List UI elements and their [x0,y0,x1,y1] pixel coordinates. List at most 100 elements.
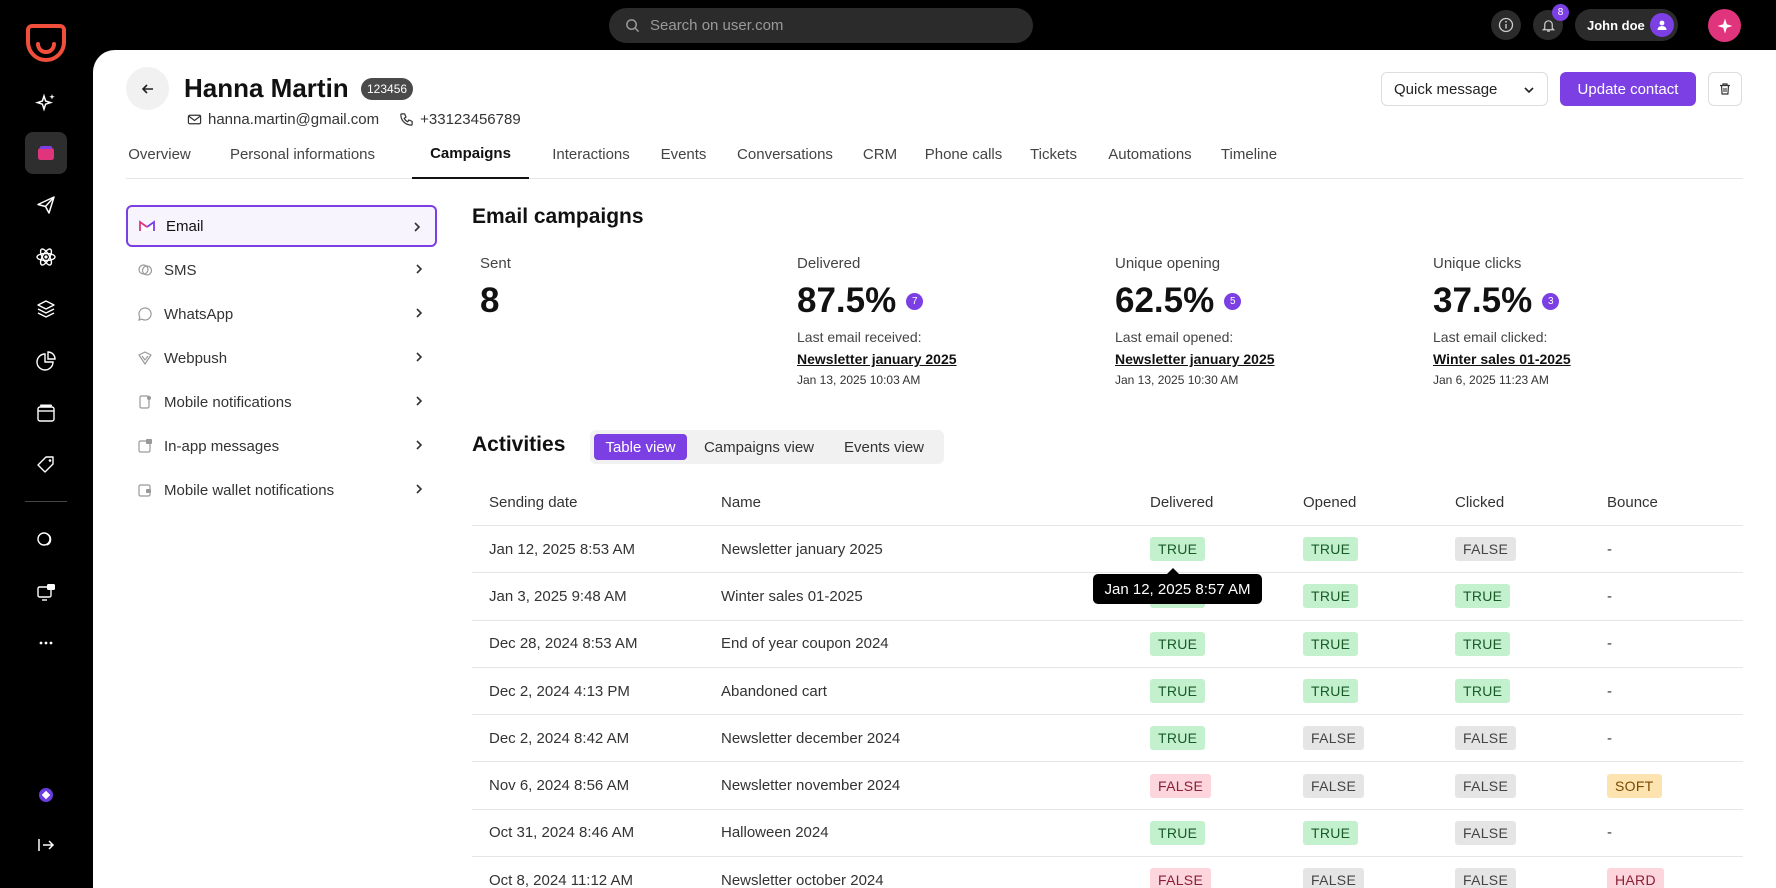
rail-conversations[interactable] [25,519,67,561]
cell-delivered: TRUE [1150,526,1206,572]
rail-ai[interactable] [25,82,67,124]
ai-assistant-button[interactable] [1708,9,1741,42]
status-badge[interactable]: TRUE [1150,820,1206,845]
email-campaigns-title: Email campaigns [472,205,644,228]
tab-campaigns[interactable]: Campaigns [412,130,529,179]
tab-crm[interactable]: CRM [862,146,898,163]
stat-last-campaign-link[interactable]: Newsletter january 2025 [1115,351,1275,367]
channel-email[interactable]: Email [126,205,437,247]
channel-webpush[interactable]: Webpush [126,337,437,379]
table-row[interactable]: Dec 2, 2024 4:13 PM Abandoned cart TRUE TRU… [472,668,1743,716]
tab-phone-calls[interactable]: Phone calls [924,146,1003,163]
status-badge: TRUE [1303,537,1359,562]
cell-name: Winter sales 01-2025 [721,573,863,619]
stat-label: Sent [480,255,511,272]
search-input[interactable]: Search on user.com [609,8,1033,43]
logo[interactable] [24,20,68,64]
column-header-sending-date[interactable]: Sending date [489,494,578,511]
channel-in-app-messages[interactable]: In-app messages [126,425,437,467]
cell-text: Dec 2, 2024 4:13 PM [489,682,630,700]
channel-mobile-notifications[interactable]: Mobile notifications [126,381,437,423]
status-badge[interactable]: TRUE [1150,679,1206,704]
column-header-opened[interactable]: Opened [1303,494,1357,511]
chevron-down-icon [1524,87,1534,94]
table-row[interactable]: Dec 2, 2024 8:42 AM Newsletter december 2… [472,715,1743,763]
tab-overview[interactable]: Overview [128,146,191,163]
cell-text: Newsletter january 2025 [721,540,883,558]
column-header-delivered[interactable]: Delivered [1150,494,1214,511]
stat-unique-clicks: Unique clicks 37.5% 3 Last email clicked:… [1433,255,1733,387]
chevron-right-icon [416,440,423,450]
chevron-right-icon [416,484,423,494]
cell-text: Winter sales 01-2025 [721,587,863,605]
tab-tickets[interactable]: Tickets [1030,146,1077,163]
rail-app-switcher[interactable] [25,774,67,816]
notifications-button[interactable]: 8 [1533,4,1569,40]
events-view-button[interactable]: Events view [843,438,925,456]
column-header-clicked[interactable]: Clicked [1455,494,1505,511]
rail-deals[interactable] [25,444,67,486]
tab-interactions[interactable]: Interactions [552,146,630,163]
rail-content[interactable] [25,392,67,434]
channel-sms[interactable]: SMS [126,249,437,291]
rail-campaigns[interactable] [25,184,67,226]
contact-name: Hanna Martin [184,73,349,103]
cell-bounce: - [1607,573,1612,619]
activities-table: Sending date Name Delivered Opened Click… [472,480,1743,888]
contact-phone[interactable]: +33123456789 [420,111,521,128]
rail-support[interactable] [25,571,67,613]
table-body: Jan 12, 2025 8:53 AM Newsletter january 2… [472,526,1743,888]
rail-layers[interactable] [25,288,67,330]
rail-automation[interactable] [25,236,67,278]
rail-logout[interactable] [25,824,67,866]
cell-text: - [1607,729,1612,747]
stat-last-campaign-link[interactable]: Winter sales 01-2025 [1433,351,1571,367]
user-menu[interactable]: John doe [1575,9,1678,41]
rail-contacts[interactable] [25,132,67,174]
tab-personal-informations[interactable]: Personal informations [229,146,376,163]
table-row[interactable]: Jan 12, 2025 8:53 AM Newsletter january 2… [472,526,1743,574]
tab-timeline[interactable]: Timeline [1220,146,1278,163]
stat-label: Unique opening [1115,255,1221,272]
column-header-name[interactable]: Name [721,494,762,511]
contact-email[interactable]: hanna.martin@gmail.com [208,111,380,128]
status-badge[interactable]: FALSE [1150,868,1212,888]
column-header-bounce[interactable]: Bounce [1607,494,1658,511]
tab-events[interactable]: Events [660,146,707,163]
stat-last-date: Jan 13, 2025 10:30 AM [1115,373,1239,387]
info-button[interactable] [1491,10,1521,40]
table-view-button[interactable]: Table view [594,434,687,460]
quick-message-select[interactable]: Quick message [1381,72,1548,106]
status-badge[interactable]: TRUE [1150,537,1206,562]
stat-last-date: Jan 13, 2025 10:03 AM [797,373,921,387]
channel-mobile-wallet-notifications[interactable]: Mobile wallet notifications [126,469,437,511]
stat-last-label: Last email opened: [1115,329,1234,345]
table-row[interactable]: Oct 8, 2024 11:12 AM Newsletter october 2… [472,857,1743,888]
status-badge[interactable]: FALSE [1150,773,1212,798]
cell-text: - [1607,635,1612,653]
delete-contact-button[interactable] [1708,72,1742,106]
table-row[interactable]: Dec 28, 2024 8:53 AM End of year coupon 2… [472,621,1743,668]
campaigns-view-button[interactable]: Campaigns view [703,438,815,456]
cell-clicked: TRUE [1455,621,1511,667]
table-row[interactable]: Oct 31, 2024 8:46 AM Halloween 2024 TRUE TR… [472,810,1743,858]
status-badge[interactable]: TRUE [1150,726,1206,751]
back-button[interactable] [126,67,169,110]
tab-conversations[interactable]: Conversations [737,146,833,163]
cell-name: Newsletter january 2025 [721,526,883,572]
channel-label: Email [166,217,204,235]
main-panel: Hanna Martin 123456 hanna.martin@gmail.c… [93,50,1776,888]
status-badge[interactable]: TRUE [1150,631,1206,656]
cell-name: Halloween 2024 [721,810,829,856]
rail-more[interactable] [25,622,67,664]
stat-count-badge: 3 [1542,292,1560,310]
stat-label: Delivered [797,255,861,272]
tab-automations[interactable]: Automations [1108,146,1192,163]
table-row[interactable]: Nov 6, 2024 8:56 AM Newsletter november 2… [472,762,1743,810]
rail-analytics[interactable] [25,340,67,382]
table-header: Sending date Name Delivered Opened Click… [472,480,1743,526]
channel-whatsapp[interactable]: WhatsApp [126,293,437,335]
cell-delivered: FALSE [1150,762,1212,808]
update-contact-button[interactable]: Update contact [1560,72,1696,106]
stat-last-campaign-link[interactable]: Newsletter january 2025 [797,351,957,367]
